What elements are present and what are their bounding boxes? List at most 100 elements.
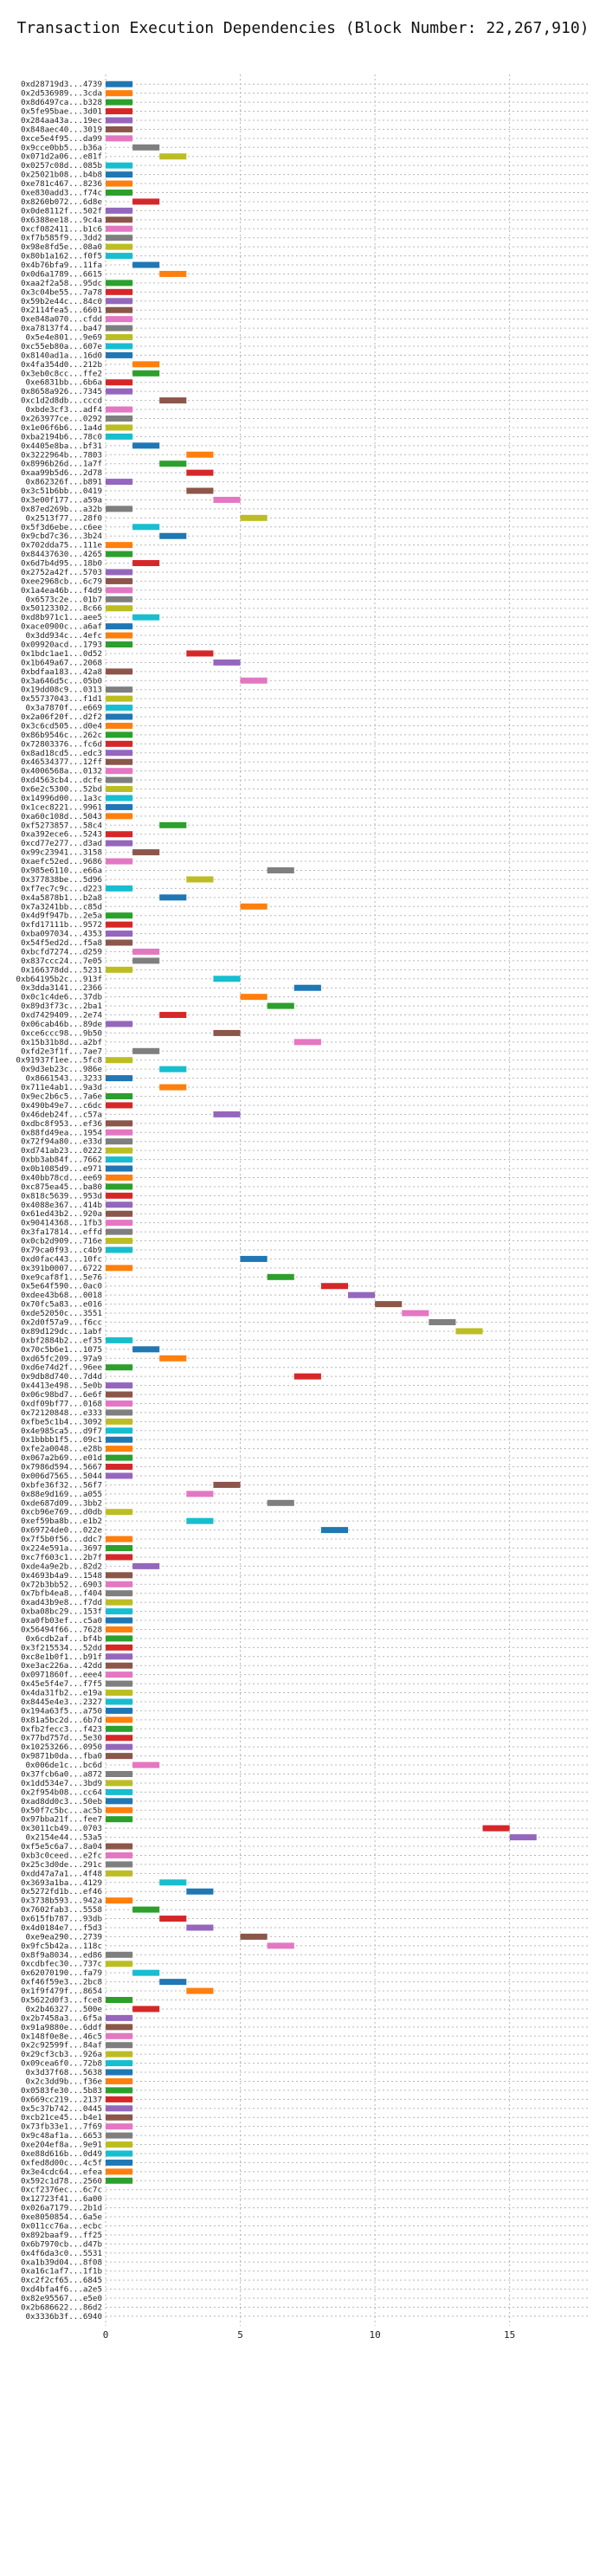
y-tick-label: 0xcb21ce45...b4e1 [21,2113,102,2122]
y-tick-label: 0x89d3f73c...2ba1 [21,1001,102,1011]
dependency-bar [159,821,187,828]
dependency-bar [106,1716,133,1723]
y-tick-label: 0xa392ece6...5243 [21,830,102,840]
y-tick-label: 0x3e4cdc64...efea [21,2167,102,2177]
dependency-bar [106,921,133,928]
dependency-bar [106,2014,133,2021]
dependency-bar [106,722,133,729]
dependency-bar [106,1382,133,1389]
y-tick-label: 0x067a2b69...e01d [21,1453,102,1463]
y-tick-label: 0x862326f...b891 [25,478,102,487]
y-tick-label: 0xd6e74d2f...96ee [21,1363,102,1373]
y-tick-label: 0x6573c2e...01b7 [25,595,102,604]
y-tick-label: 0xc8e1b0f1...b91f [21,1652,102,1662]
y-tick-label: 0x3336b3f...6940 [25,2312,102,2322]
dependency-bar [320,1527,348,1534]
dependency-bar [106,1599,133,1606]
dependency-bar [106,135,133,142]
dependency-bar [240,1933,268,1940]
y-tick-label: 0x56494f66...7628 [21,1625,102,1634]
y-tick-label: 0x669cc219...2137 [21,2095,102,2104]
dependency-bar [106,1671,133,1678]
y-tick-label: 0xc2f2cf65...6845 [21,2276,102,2285]
dependency-bar [106,1806,133,1813]
y-tick-label: 0x194a63f5...a750 [21,1706,102,1716]
y-tick-label: 0x3dda3141...2366 [21,983,102,993]
y-tick-label: 0x837ccc24...7e05 [21,956,102,966]
dependency-bar [106,288,133,295]
y-tick-label: 0x1f9f479f...8654 [21,1987,103,1996]
dependency-bar [106,1897,133,1904]
dependency-bar [106,695,133,702]
y-tick-label: 0x97bba21f...fee7 [21,1815,102,1825]
dependency-bar [132,261,160,268]
dependency-bar [106,885,133,892]
y-tick-label: 0x6388ee18...9c4a [21,216,102,225]
dependency-bar [106,1581,133,1587]
dependency-bar [132,2006,160,2012]
y-tick-label: 0x69724de0...022e [21,1526,102,1536]
y-tick-label: 0x5272fd1b...ef46 [21,1887,102,1897]
dependency-bar [402,1310,429,1317]
y-tick-label: 0xe88d616b...0d49 [21,2149,102,2159]
dependency-bar [106,1246,133,1253]
bars [106,80,537,2184]
dependency-bar [106,190,133,196]
y-tick-label: 0xbb3ab84f...7662 [21,1156,102,1165]
dependency-bar [106,1147,133,1154]
dependency-bar [106,298,133,305]
dependency-bar [159,1084,187,1091]
dependency-bar [106,225,133,232]
y-tick-label: 0x29cf3cb3...926a [21,2050,102,2059]
dependency-bar [186,1491,214,1497]
dependency-bar [106,803,133,810]
dependency-bar [132,948,160,955]
dependency-bar [132,1761,160,1768]
dependency-bar [293,984,321,991]
y-tick-label: 0x06cab46b...89de [21,1020,102,1029]
y-tick-label: 0xf5e5c6a7...8a04 [21,1842,103,1852]
dependency-bar [106,2069,133,2076]
y-tick-label: 0x3011cb49...0703 [21,1824,102,1833]
dependency-bar [106,1102,133,1109]
y-tick-label: 0x4fa354d0...212b [21,360,102,370]
dependency-bar [132,849,160,856]
y-tick-label: 0x5622d0f3...fce8 [21,1996,102,2006]
dependency-bar [106,966,133,973]
dependency-bar [213,1481,241,1488]
y-tick-label: 0x4da31fb2...e19a [21,1689,102,1698]
dependency-bar [106,840,133,847]
y-tick-label: 0x72b3bb52...6903 [21,1580,102,1589]
y-tick-label: 0xd4bfa4f6...a2e5 [21,2285,102,2295]
dependency-bar [106,2123,133,2130]
dependency-bar [267,1942,294,1949]
y-tick-label: 0x2114fea5...6601 [21,306,102,315]
y-tick-label: 0xa78137f4...ba47 [21,324,102,333]
dependency-bar [106,1653,133,1660]
y-tick-label: 0x4006568a...0132 [21,767,102,776]
y-tick-label: 0x7f5b0f56...ddc7 [21,1535,102,1544]
dependency-bar [213,1029,241,1036]
y-tick-label: 0xfbe5c1b4...3092 [21,1417,102,1426]
dependency-bar [106,280,133,287]
y-tick-label: 0xde4a9e2b...82d2 [21,1562,102,1571]
dependency-bar [106,912,133,919]
y-tick-label: 0xe8050854...6a5e [21,2212,102,2222]
dependency-bar [106,1138,133,1145]
y-tick-label: 0xe830add3...f74c [21,189,102,198]
dependency-bar [106,80,133,87]
y-tick-label: 0x09920acd...1793 [21,641,102,650]
y-tick-label: 0xde52050c...3551 [21,1309,102,1318]
y-tick-label: 0x2b686622...86d2 [21,2302,102,2312]
dependency-bar [159,153,187,160]
dependency-bar [106,406,133,413]
dependency-bar [267,1002,294,1009]
y-tick-label: 0x37fcb6a0...a872 [21,1770,102,1780]
y-tick-label: 0xcf2376ec...6c7c [21,2186,102,2195]
y-tick-label: 0xc875ea45...ba80 [21,1182,102,1192]
y-tick-label: 0x3eb0c8cc...ffe2 [21,369,102,378]
y-tick-label: 0x391b0007...6722 [21,1264,102,1273]
dependency-bar [159,1916,187,1922]
y-tick-label: 0x4b76bfa9...11fa [21,261,102,270]
